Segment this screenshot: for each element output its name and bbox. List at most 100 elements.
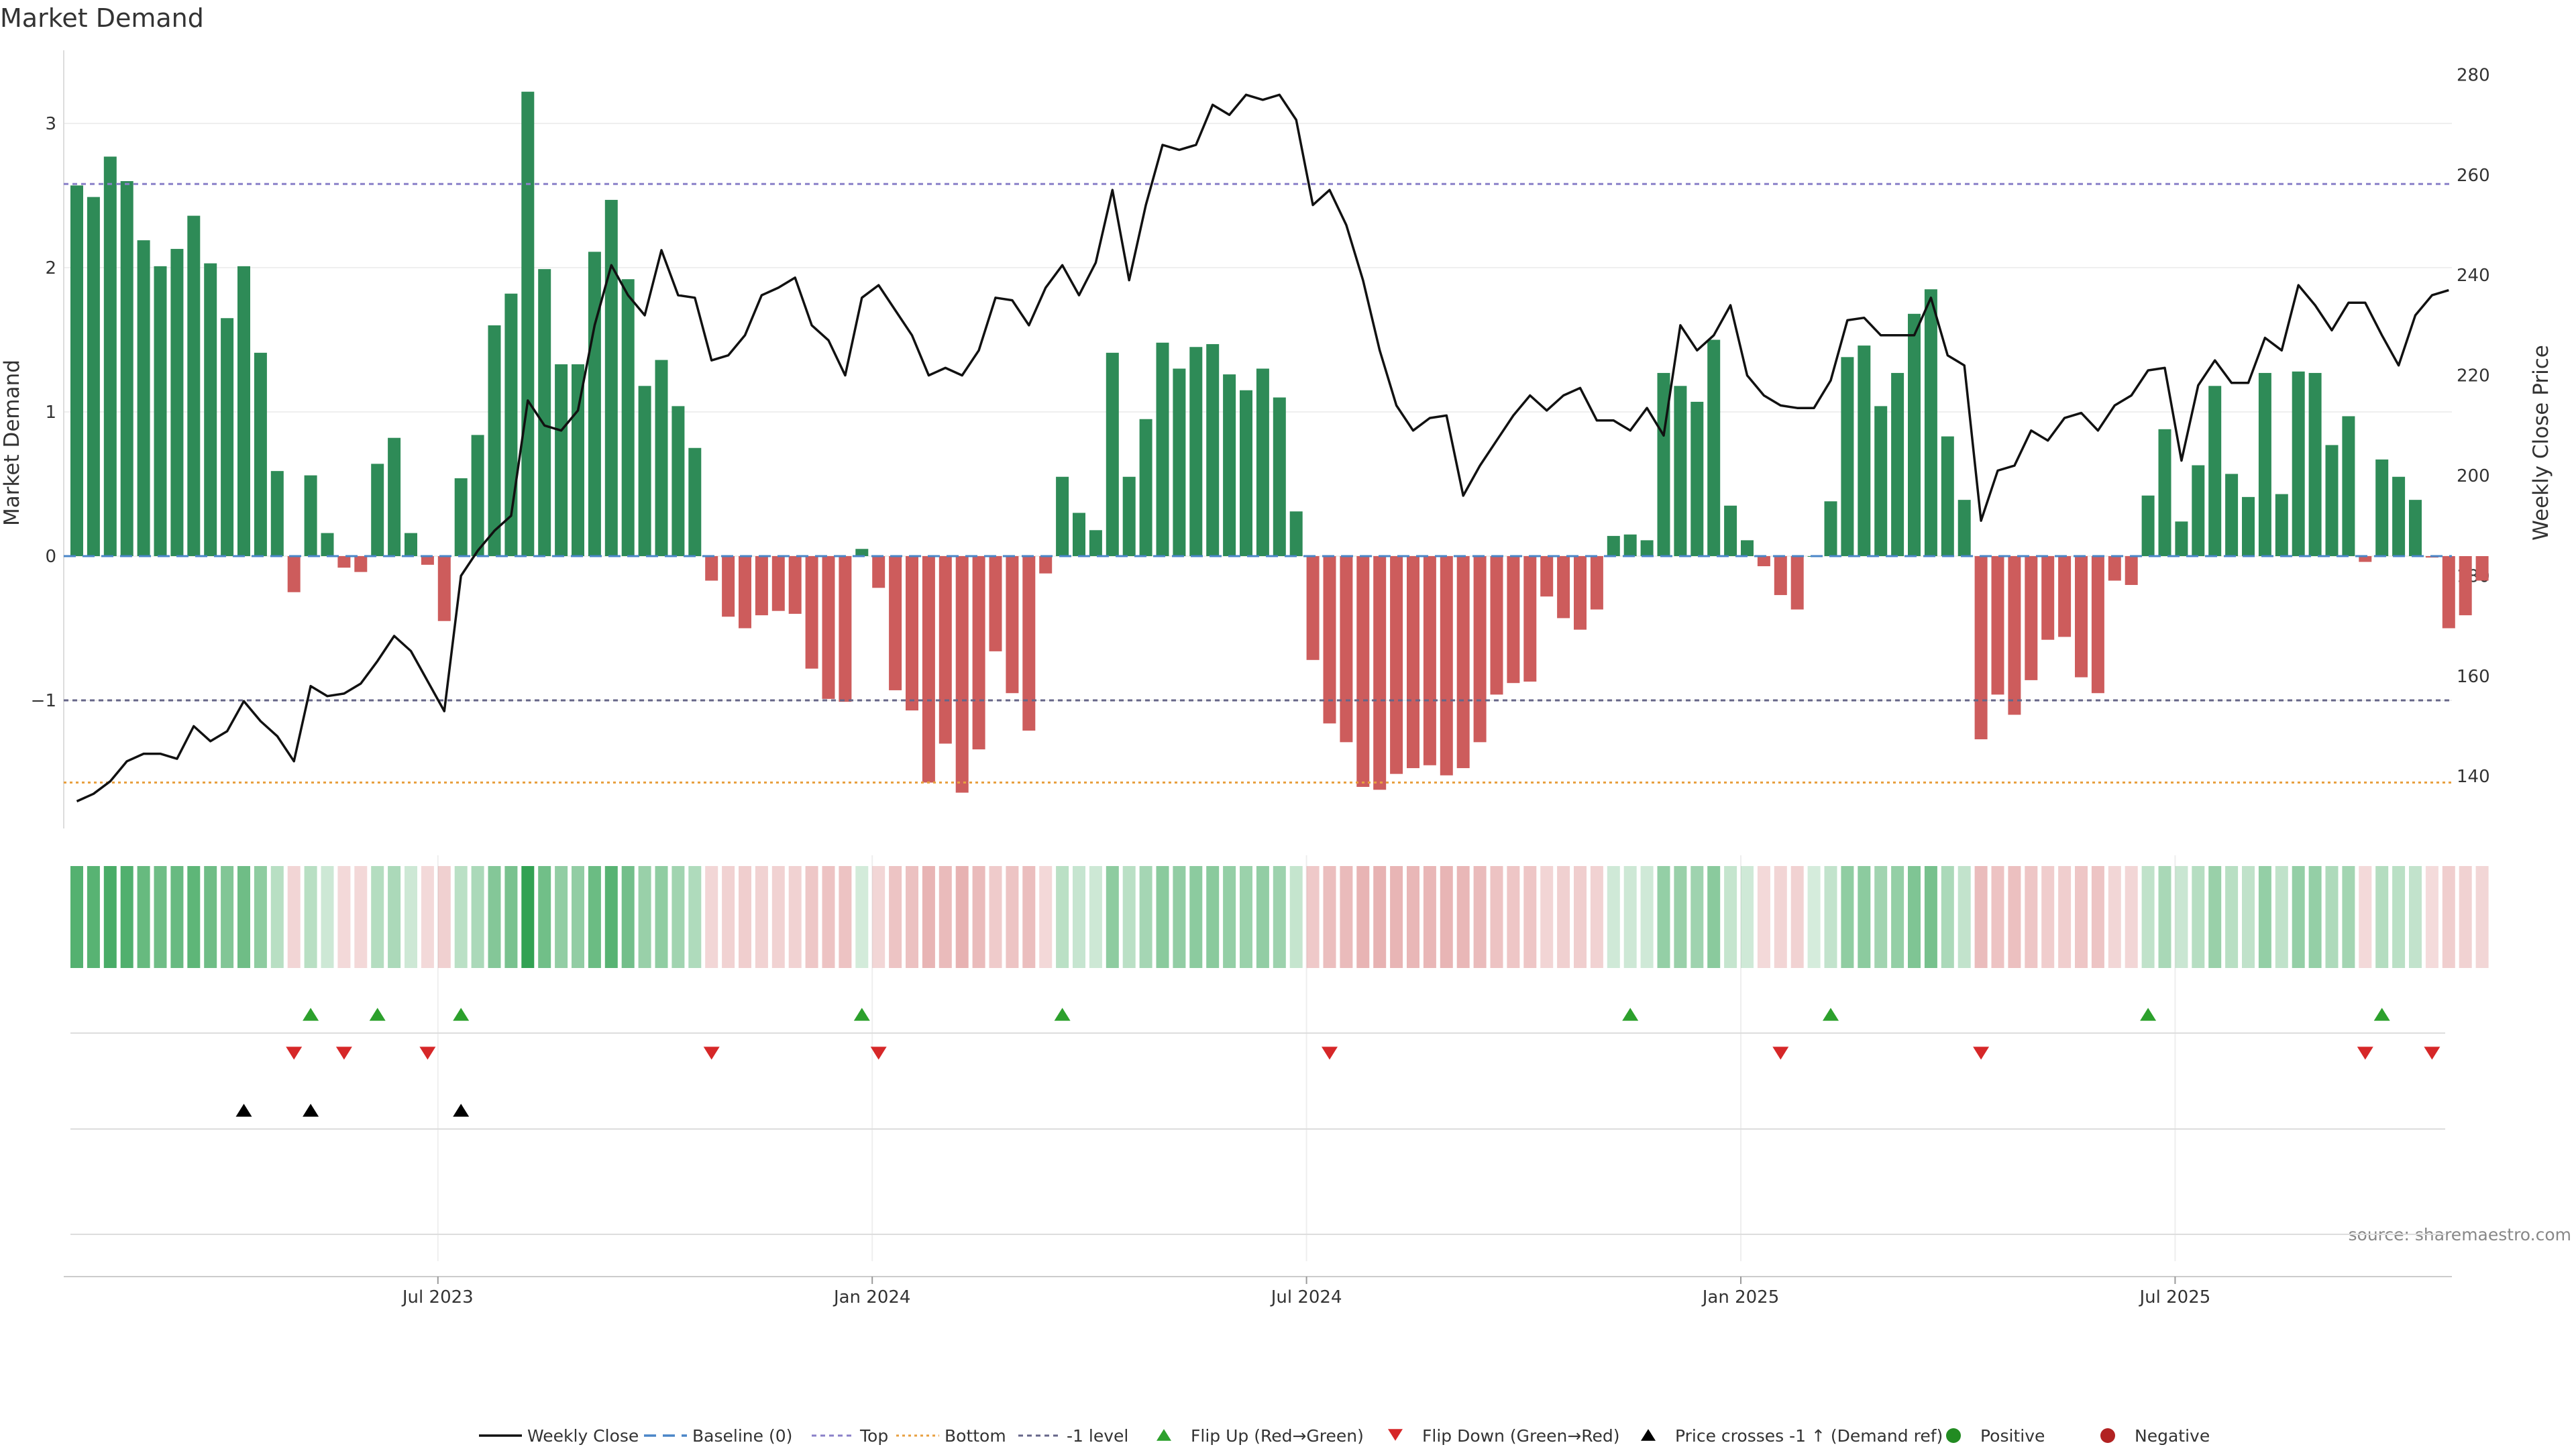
legend-label-price-cross: Price crosses -1 ↑ (Demand ref) [1675, 1426, 1943, 1446]
demand-bar-72 [1273, 397, 1286, 556]
demand-bar-134 [2308, 372, 2322, 556]
heat-strip-cell-45 [822, 866, 835, 968]
demand-bar-40 [739, 556, 751, 629]
demand-bar-94 [1640, 540, 1654, 556]
flip-down-marker-8 [2357, 1046, 2373, 1060]
heat-strip-cell-30 [572, 866, 584, 968]
flip-down-marker-7 [1973, 1046, 1990, 1060]
demand-bar-125 [2158, 429, 2171, 556]
heat-strip-cell-132 [2275, 866, 2288, 968]
heat-strip-cell-68 [1206, 866, 1220, 968]
demand-bar-22 [437, 556, 451, 621]
demand-bar-107 [1858, 345, 1871, 556]
legend-item-bottom: Bottom [896, 1426, 1006, 1446]
heat-strip-cell-34 [638, 866, 651, 968]
heat-strip-cell-87 [1523, 866, 1537, 968]
heat-strip-cell-128 [2208, 866, 2222, 968]
heat-strip-cell-130 [2242, 866, 2255, 968]
demand-bar-24 [471, 435, 484, 556]
heat-strip-cell-41 [755, 866, 768, 968]
legend-label-top: Top [859, 1426, 888, 1446]
heat-strip-cell-60 [1073, 866, 1085, 968]
demand-bar-136 [2342, 416, 2355, 556]
x-tick-label-1: Jan 2024 [833, 1287, 911, 1307]
demand-bar-46 [839, 556, 852, 702]
heat-strip-cell-40 [739, 866, 751, 968]
demand-bar-65 [1156, 342, 1169, 556]
heat-strip-cell-105 [1824, 866, 1837, 968]
demand-bar-75 [1323, 556, 1336, 724]
weekly-close-line [76, 93, 2449, 803]
demand-bar-132 [2275, 494, 2288, 556]
demand-bar-42 [771, 556, 785, 611]
y2-tick-label-4: 220 [2457, 366, 2490, 386]
demand-bar-55 [989, 556, 1002, 651]
legend-item-price-cross: Price crosses -1 ↑ (Demand ref) [1641, 1426, 1943, 1446]
demand-bar-93 [1623, 534, 1637, 556]
heat-strip-cell-142 [2442, 866, 2455, 968]
demand-bar-35 [655, 360, 668, 556]
flip-up-marker-5 [1622, 1008, 1639, 1021]
demand-bar-4 [137, 240, 150, 556]
demand-bar-13 [287, 556, 301, 592]
legend-swatch-negative [2100, 1428, 2115, 1443]
heat-strip-cell-11 [254, 866, 267, 968]
flip-down-marker-0 [286, 1046, 303, 1060]
legend-label-flip-up: Flip Up (Red→Green) [1191, 1426, 1364, 1446]
legend-label-negative: Negative [2135, 1426, 2210, 1446]
heat-strip-cell-33 [621, 866, 635, 968]
x-tick-label-0: Jul 2023 [401, 1287, 474, 1307]
demand-bar-90 [1574, 556, 1587, 630]
heat-strip-cell-100 [1741, 866, 1754, 968]
demand-bar-6 [170, 249, 184, 556]
heat-strip-cell-81 [1423, 866, 1436, 968]
demand-bar-80 [1407, 556, 1419, 769]
demand-bar-39 [722, 556, 735, 617]
demand-bar-120 [2075, 556, 2088, 678]
legend-swatch-flip-up [1157, 1429, 1171, 1441]
demand-bar-64 [1139, 419, 1152, 556]
demand-bar-58 [1039, 556, 1053, 574]
demand-bar-61 [1089, 530, 1102, 556]
heat-strip-cell-82 [1440, 866, 1453, 968]
demand-bar-82 [1440, 556, 1453, 775]
legend: Weekly Close Baseline (0) Top Bottom -1 leve… [479, 1426, 2210, 1446]
demand-bar-138 [2375, 459, 2389, 556]
demand-bar-113 [1957, 500, 1971, 556]
heat-strip-cell-92 [1607, 866, 1620, 968]
flip-down-marker-2 [419, 1046, 436, 1060]
demand-bar-68 [1206, 343, 1220, 556]
y2-tick-label-6: 260 [2457, 166, 2490, 186]
y-axis-label: Market Demand [0, 360, 24, 526]
demand-bar-108 [1874, 406, 1888, 556]
heat-strip-cell-117 [2025, 866, 2038, 968]
heat-strip-cell-7 [187, 866, 201, 968]
flip-up-marker-3 [853, 1008, 870, 1021]
heat-strip-cell-17 [354, 866, 368, 968]
heat-strip-cell-61 [1089, 866, 1102, 968]
heat-strip-cell-51 [922, 866, 935, 968]
heat-strip-cell-32 [604, 866, 618, 968]
demand-bar-5 [154, 266, 167, 556]
demand-bar-8 [204, 263, 217, 556]
heat-strip-cell-69 [1223, 866, 1236, 968]
demand-bar-9 [221, 318, 234, 556]
demand-bar-121 [2091, 556, 2104, 694]
demand-bar-114 [1974, 556, 1988, 740]
demand-bar-127 [2192, 465, 2205, 556]
flip-up-marker-0 [303, 1008, 319, 1021]
heat-strip-cell-91 [1590, 866, 1603, 968]
heat-strip-cell-109 [1891, 866, 1904, 968]
demand-bar-2 [103, 156, 117, 556]
heat-strip-cell-3 [120, 866, 133, 968]
heat-strip-cell-119 [2058, 866, 2072, 968]
demand-bar-135 [2325, 445, 2339, 556]
heat-strip-cell-23 [454, 866, 468, 968]
demand-bar-123 [2125, 556, 2138, 585]
heat-strip-cell-97 [1690, 866, 1704, 968]
heat-strip-cell-42 [771, 866, 785, 968]
demand-bar-62 [1106, 352, 1119, 556]
heat-strip-cell-64 [1139, 866, 1152, 968]
demand-bar-137 [2359, 556, 2372, 562]
price-cross-marker-2 [453, 1104, 470, 1117]
